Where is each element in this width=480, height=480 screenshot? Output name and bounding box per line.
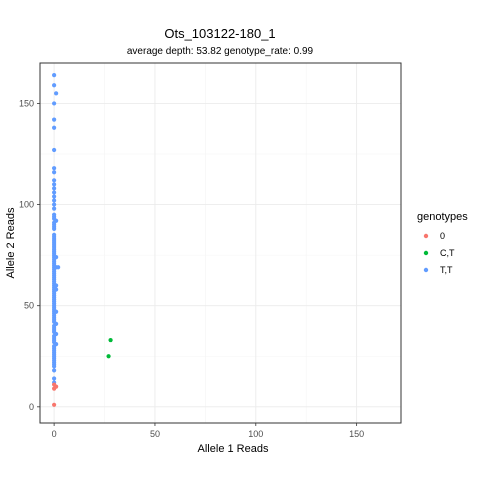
legend-title: genotypes (417, 211, 468, 223)
y-tick-label: 150 (19, 98, 34, 108)
data-points (52, 73, 113, 407)
data-point (52, 190, 57, 195)
data-point (52, 178, 57, 183)
legend-key (423, 267, 429, 273)
data-point (52, 376, 57, 381)
chart-title: Ots_103122-180_1 (164, 26, 275, 41)
data-point (52, 125, 57, 130)
x-tick-label: 0 (52, 429, 57, 439)
data-point (52, 382, 57, 387)
data-point (56, 265, 61, 270)
legend: genotypes 0 C,T T,T (417, 211, 468, 275)
legend-key (423, 233, 429, 239)
chart-subtitle: average depth: 53.82 genotype_rate: 0.99 (127, 46, 314, 57)
x-tick-label: 100 (248, 429, 263, 439)
data-point (52, 83, 57, 88)
data-point (52, 101, 57, 106)
data-point (52, 226, 57, 231)
data-point (52, 117, 57, 122)
legend-label: T,T (440, 265, 453, 275)
data-point (52, 364, 57, 369)
data-point (52, 202, 57, 207)
data-point (54, 91, 59, 96)
data-point (52, 170, 57, 175)
x-tick-label: 150 (349, 429, 364, 439)
data-point (52, 198, 57, 203)
data-point (52, 166, 57, 171)
grid-lines (40, 63, 401, 423)
x-axis-title: Allele 1 Reads (198, 443, 269, 455)
axes: 0 50 100 150 0 50 100 150 (19, 98, 364, 439)
data-point (52, 182, 57, 187)
data-point (52, 147, 57, 153)
legend-key (423, 250, 429, 256)
y-tick-label: 0 (29, 402, 34, 412)
data-point (108, 337, 113, 343)
data-point (106, 354, 111, 359)
legend-label: C,T (440, 248, 455, 258)
y-axis-title: Allele 2 Reads (5, 207, 17, 278)
data-point (52, 206, 57, 211)
y-tick-label: 100 (19, 200, 34, 210)
x-tick-label: 50 (150, 429, 160, 439)
data-point (52, 402, 57, 407)
legend-label: 0 (440, 231, 445, 241)
y-tick-label: 50 (24, 301, 34, 311)
data-point (52, 194, 57, 199)
data-point (52, 368, 57, 373)
plot-panel-border (39, 62, 402, 424)
data-point (52, 73, 57, 78)
data-point (52, 186, 57, 191)
